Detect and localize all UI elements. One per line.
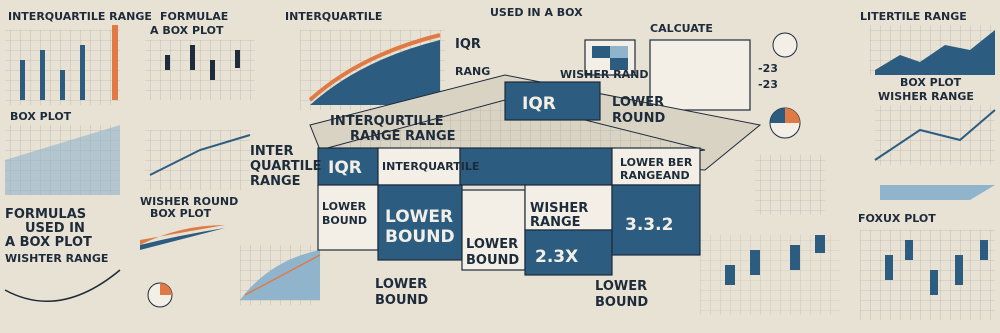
central-box — [309, 74, 762, 276]
label: FOXUX PLOT — [858, 212, 936, 225]
label: RANGE — [530, 215, 581, 230]
label: INTERQURTILLE — [330, 114, 444, 129]
label: -23 — [758, 62, 778, 75]
label: LOWER — [466, 237, 518, 252]
label: LITERTILE RANGE — [860, 10, 967, 23]
label: RANGEAND — [620, 169, 690, 182]
label: BOX PLOT — [900, 76, 962, 89]
label: ROUND — [612, 111, 665, 126]
label: WISHER RAND — [560, 68, 649, 81]
label: BOUND — [595, 295, 648, 310]
label: WISHTER RANGE — [5, 252, 108, 265]
label: FORMULAE — [160, 10, 228, 23]
decor-left — [4, 25, 321, 308]
label: INTERQUARTILE RANGE — [8, 10, 152, 23]
label: RANGE RANGE — [350, 129, 456, 144]
label: CALCUATE — [650, 22, 713, 35]
label: LOWER — [612, 95, 664, 110]
label: RANGE — [250, 174, 301, 189]
label: FORMULAS — [5, 207, 86, 222]
label: INTER — [250, 144, 293, 159]
label: BOUND — [385, 227, 455, 247]
label: QUARTILE — [250, 159, 322, 174]
label: 2.3X — [535, 247, 578, 267]
label: -23 — [758, 78, 778, 91]
label: A BOX PLOT — [5, 235, 92, 250]
label: LOWER — [375, 277, 427, 292]
decor-right — [700, 25, 996, 320]
label: USED IN A BOX — [490, 6, 583, 19]
label: WISHER RANGE — [878, 90, 974, 103]
label: IQR — [455, 37, 481, 52]
label: IQR — [328, 158, 362, 178]
label: RANG — [455, 65, 490, 78]
label: WISHER — [530, 201, 588, 216]
label: BOX PLOT — [150, 207, 212, 220]
label: LOWER — [385, 207, 453, 227]
label: 3.3.2 — [625, 215, 673, 235]
label: A BOX PLOT — [150, 24, 224, 37]
label: LOWER — [322, 200, 367, 213]
label: BOUND — [466, 253, 519, 268]
label: BOUND — [322, 214, 367, 227]
label: USED IN — [25, 221, 85, 236]
label: INTERQUARTILE — [382, 160, 479, 173]
label: IQR — [522, 94, 556, 114]
label: WISHER ROUND — [140, 195, 238, 208]
label: BOX PLOT — [10, 110, 72, 123]
label: INTERQUARTILE — [285, 10, 382, 23]
label: LOWER — [595, 279, 647, 294]
label: LOWER BER — [620, 156, 693, 169]
label: BOUND — [375, 293, 428, 308]
